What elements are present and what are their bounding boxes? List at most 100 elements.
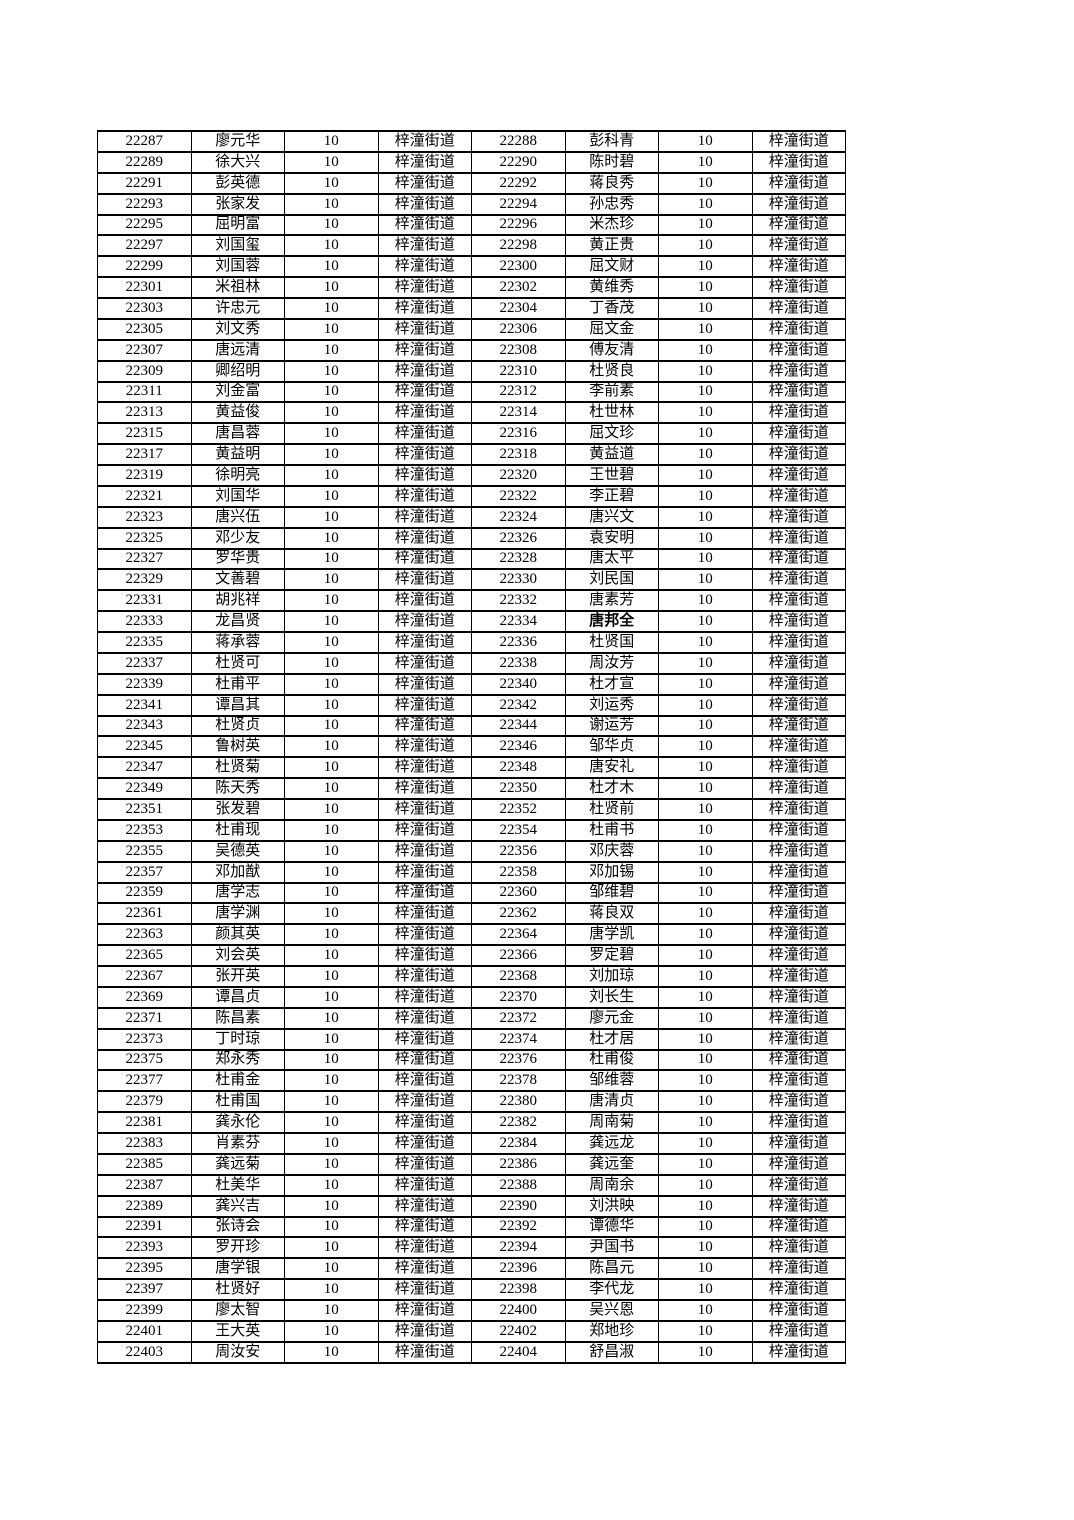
table-row: 22317 黄益明 10 梓潼街道 22318 黄益道 10 梓潼街道: [97, 443, 846, 466]
member-id-cell: 22348: [471, 756, 566, 780]
member-id-cell: 22356: [471, 839, 566, 863]
group-number-cell: 10: [284, 234, 379, 258]
group-number-cell: 10: [284, 1006, 379, 1030]
group-number-cell: 10: [658, 547, 753, 571]
street-cell: 梓潼街道: [751, 610, 846, 633]
member-id-cell: 22379: [97, 1090, 192, 1114]
member-name-cell: 杜贤可: [190, 651, 285, 675]
member-name-cell: 唐太平: [564, 547, 659, 571]
member-name-cell: 刘长生: [564, 985, 659, 1009]
member-name-cell: 卿绍明: [190, 359, 285, 383]
member-id-cell: 22306: [471, 317, 566, 341]
street-cell: 梓潼街道: [377, 651, 472, 675]
member-name-cell: 周汝芳: [564, 651, 659, 675]
group-number-cell: 10: [284, 798, 379, 821]
table-row: 22393 罗开珍 10 梓潼街道 22394 尹国书 10 梓潼街道: [97, 1236, 846, 1260]
group-number-cell: 10: [284, 213, 379, 237]
table-row: 22299 刘国蓉 10 梓潼街道 22300 屈文财 10 梓潼街道: [97, 255, 846, 279]
member-name-cell: 王世碧: [564, 464, 659, 487]
street-cell: 梓潼街道: [377, 1299, 472, 1322]
member-id-cell: 22339: [97, 672, 192, 696]
street-cell: 梓潼街道: [751, 672, 846, 696]
street-cell: 梓潼街道: [377, 881, 472, 905]
table-row: 22363 颜其英 10 梓潼街道 22364 唐学凯 10 梓潼街道: [97, 923, 846, 947]
street-cell: 梓潼街道: [751, 1194, 846, 1218]
group-number-cell: 10: [658, 735, 753, 759]
member-id-cell: 22389: [97, 1194, 192, 1218]
street-cell: 梓潼街道: [377, 1069, 472, 1093]
street-cell: 梓潼街道: [751, 171, 846, 195]
group-number-cell: 10: [658, 1340, 753, 1365]
table-row: 22383 肖素芬 10 梓潼街道 22384 龚远龙 10 梓潼街道: [97, 1132, 846, 1155]
member-name-cell: 杜贤贞: [190, 714, 285, 738]
street-cell: 梓潼街道: [377, 944, 472, 967]
member-id-cell: 22289: [97, 150, 192, 174]
street-cell: 梓潼街道: [377, 192, 472, 216]
member-id-cell: 22303: [97, 297, 192, 320]
member-id-cell: 22344: [471, 714, 566, 738]
street-cell: 梓潼街道: [377, 359, 472, 383]
table-row: 22401 王大英 10 梓潼街道 22402 郑地珍 10 梓潼街道: [97, 1319, 846, 1343]
street-cell: 梓潼街道: [751, 1236, 846, 1260]
member-id-cell: 22377: [97, 1069, 192, 1093]
table-row: 22403 周汝安 10 梓潼街道 22404 舒昌淑 10 梓潼街道: [97, 1340, 846, 1365]
member-name-cell: 张开英: [190, 965, 285, 988]
street-cell: 梓潼街道: [751, 276, 846, 299]
street-cell: 梓潼街道: [751, 985, 846, 1009]
member-id-cell: 22321: [97, 484, 192, 508]
member-id-cell: 22293: [97, 192, 192, 216]
group-number-cell: 10: [658, 1215, 753, 1239]
member-id-cell: 22328: [471, 547, 566, 571]
table-row: 22333 龙昌贤 10 梓潼街道 22334 唐邦全 10 梓潼街道: [97, 610, 846, 633]
member-name-cell: 鲁树英: [190, 735, 285, 759]
street-cell: 梓潼街道: [377, 1340, 472, 1365]
member-id-cell: 22332: [471, 589, 566, 613]
group-number-cell: 10: [658, 338, 753, 362]
street-cell: 梓潼街道: [751, 1319, 846, 1343]
table-row: 22311 刘金富 10 梓潼街道 22312 李前素 10 梓潼街道: [97, 380, 846, 404]
member-id-cell: 22357: [97, 860, 192, 884]
member-name-cell: 彭科青: [564, 130, 659, 153]
group-number-cell: 10: [284, 338, 379, 362]
table-row: 22323 唐兴伍 10 梓潼街道 22324 唐兴文 10 梓潼街道: [97, 505, 846, 529]
table-row: 22391 张诗会 10 梓潼街道 22392 谭德华 10 梓潼街道: [97, 1215, 846, 1239]
street-cell: 梓潼街道: [377, 276, 472, 299]
member-id-cell: 22333: [97, 610, 192, 633]
table-row: 22325 邓少友 10 梓潼街道 22326 袁安明 10 梓潼街道: [97, 526, 846, 550]
member-id-cell: 22381: [97, 1111, 192, 1134]
member-id-cell: 22387: [97, 1173, 192, 1197]
street-cell: 梓潼街道: [751, 150, 846, 174]
member-id-cell: 22329: [97, 568, 192, 592]
street-cell: 梓潼街道: [377, 422, 472, 446]
member-name-cell: 杜贤前: [564, 798, 659, 821]
member-id-cell: 22301: [97, 276, 192, 299]
member-id-cell: 22396: [471, 1257, 566, 1281]
street-cell: 梓潼街道: [377, 568, 472, 592]
member-id-cell: 22398: [471, 1278, 566, 1301]
member-name-cell: 杜甫平: [190, 672, 285, 696]
street-cell: 梓潼街道: [751, 192, 846, 216]
member-id-cell: 22373: [97, 1027, 192, 1051]
table-row: 22369 谭昌贞 10 梓潼街道 22370 刘长生 10 梓潼街道: [97, 985, 846, 1009]
member-id-cell: 22325: [97, 526, 192, 550]
member-name-cell: 李前素: [564, 380, 659, 404]
member-name-cell: 陈昌素: [190, 1006, 285, 1030]
street-cell: 梓潼街道: [751, 1027, 846, 1051]
member-name-cell: 蒋良秀: [564, 171, 659, 195]
group-number-cell: 10: [284, 443, 379, 466]
member-name-cell: 邓庆蓉: [564, 839, 659, 863]
member-name-cell: 刘金富: [190, 380, 285, 404]
group-number-cell: 10: [284, 359, 379, 383]
member-id-cell: 22317: [97, 443, 192, 466]
table-row: 22315 唐昌蓉 10 梓潼街道 22316 屈文珍 10 梓潼街道: [97, 422, 846, 446]
group-number-cell: 10: [284, 651, 379, 675]
street-cell: 梓潼街道: [377, 130, 472, 153]
group-number-cell: 10: [284, 317, 379, 341]
member-id-cell: 22369: [97, 985, 192, 1009]
street-cell: 梓潼街道: [751, 401, 846, 425]
street-cell: 梓潼街道: [377, 443, 472, 466]
member-id-cell: 22294: [471, 192, 566, 216]
member-name-cell: 陈时碧: [564, 150, 659, 174]
member-name-cell: 黄维秀: [564, 276, 659, 299]
street-cell: 梓潼街道: [377, 589, 472, 613]
